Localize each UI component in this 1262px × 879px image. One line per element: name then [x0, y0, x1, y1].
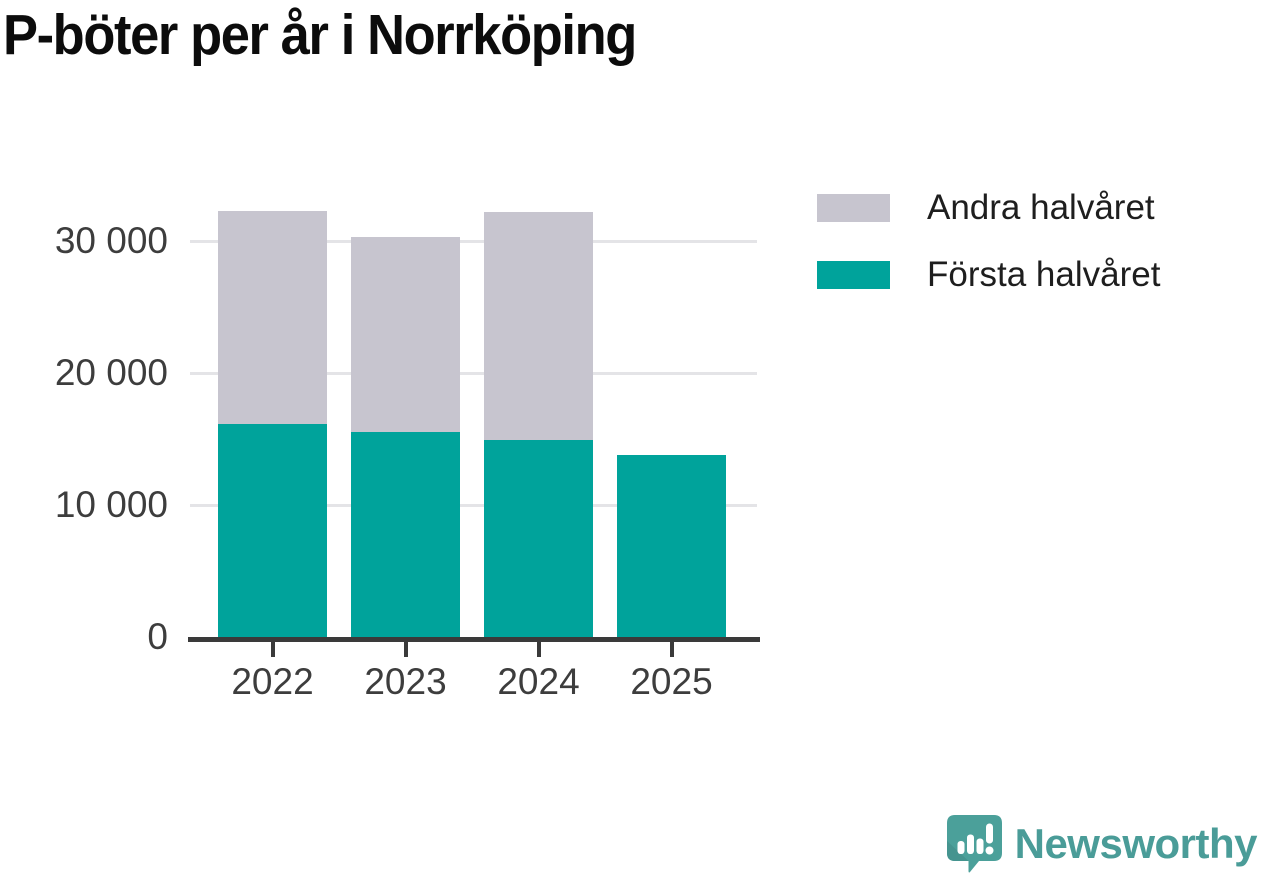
x-axis-label-2025: 2025 [630, 661, 713, 702]
newsworthy-speech-bubble-chart-icon [946, 815, 1002, 873]
legend-item-forsta-halvaret: Första halvåret [817, 255, 1160, 295]
x-axis-tick-2025 [669, 642, 674, 657]
bar-segment-andra-halvåret-2023 [351, 237, 460, 433]
x-axis-label-2022: 2022 [231, 661, 314, 702]
legend-label-andra-halvaret: Andra halvåret [927, 188, 1155, 227]
chart-title: P-böter per år i Norrköping [3, 3, 637, 67]
x-axis-label-2024: 2024 [497, 661, 580, 702]
legend-label-forsta-halvaret: Första halvåret [927, 255, 1161, 294]
bar-segment-första-halvåret-2024 [484, 440, 593, 637]
legend-swatch-andra-halvaret [817, 194, 890, 222]
legend-swatch-forsta-halvaret [817, 261, 890, 289]
gridline-10000 [190, 503, 757, 507]
bar-segment-första-halvåret-2022 [218, 424, 327, 637]
x-axis-tick-2022 [270, 642, 275, 657]
bar-segment-första-halvåret-2025 [617, 454, 726, 637]
y-axis-tick-label-30000: 30 000 [54, 220, 168, 261]
bar-segment-andra-halvåret-2024 [484, 211, 593, 441]
x-axis-line [188, 637, 760, 642]
y-axis-tick-label-10000: 10 000 [54, 484, 168, 525]
gridline-30000 [190, 239, 757, 243]
brand-name: Newsworthy [1014, 820, 1258, 867]
y-axis-tick-label-0: 0 [147, 616, 168, 657]
x-axis-tick-2024 [536, 642, 541, 657]
bar-segment-första-halvåret-2023 [351, 432, 460, 637]
y-axis-tick-label-20000: 20 000 [54, 352, 168, 393]
gridline-20000 [190, 371, 757, 375]
bar-segment-andra-halvåret-2022 [218, 210, 327, 425]
legend-item-andra-halvaret: Andra halvåret [817, 188, 1160, 228]
x-axis-label-2023: 2023 [364, 661, 447, 702]
x-axis-tick-2023 [403, 642, 408, 657]
chart-legend: Andra halvåret Första halvåret [817, 188, 1160, 295]
newsworthy-branding: Newsworthy [946, 814, 1258, 874]
